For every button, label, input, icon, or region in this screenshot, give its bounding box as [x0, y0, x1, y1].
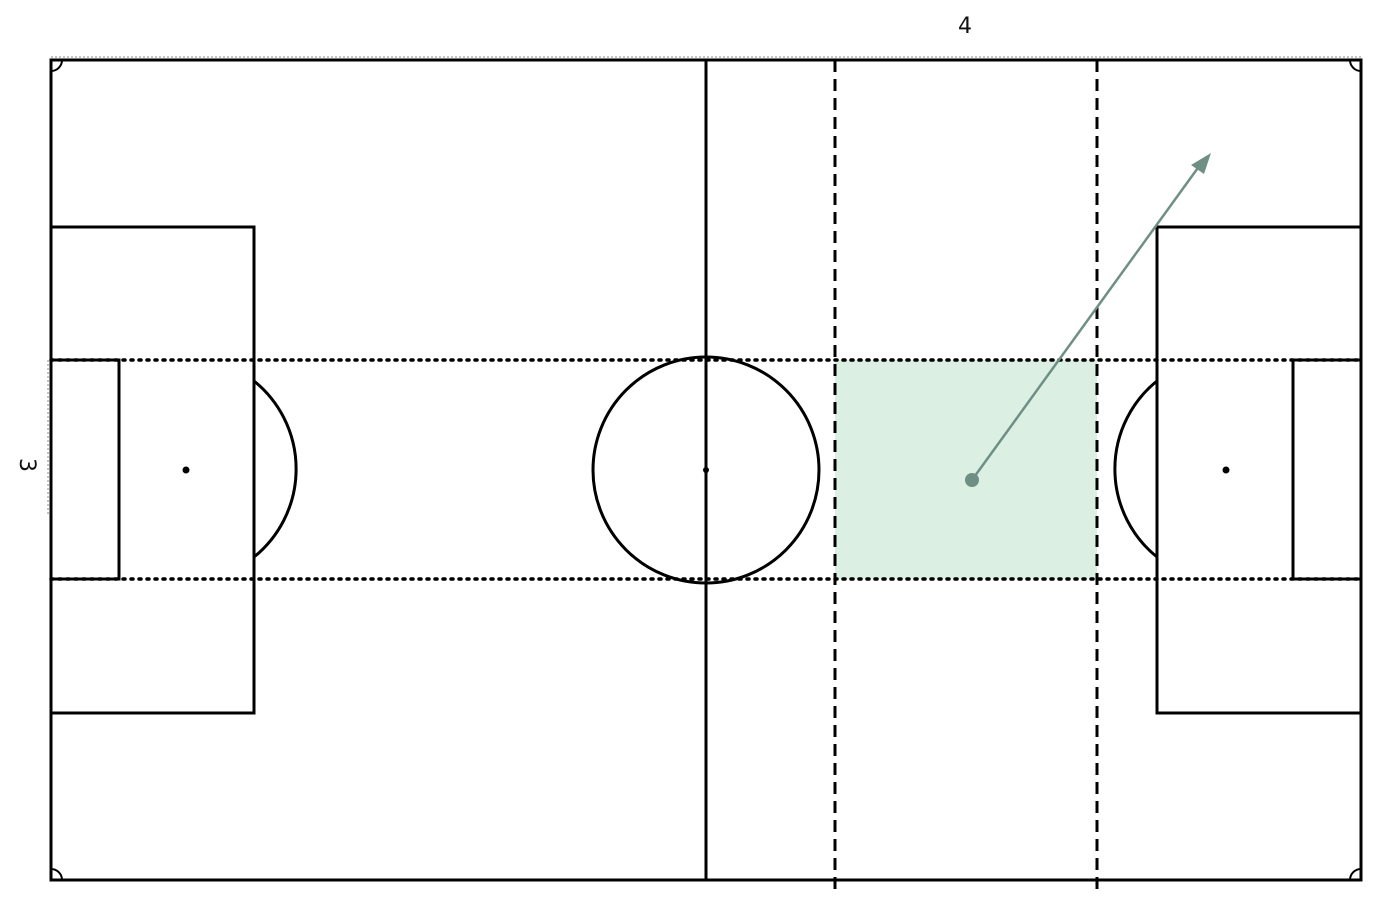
row-marker-label: 3	[14, 458, 39, 472]
centre-spot	[703, 467, 709, 473]
right-goal-area	[1291, 358, 1363, 581]
highlighted-zone	[835, 360, 1097, 579]
right-penalty-area	[1155, 225, 1363, 715]
right-penalty-spot	[1222, 466, 1230, 474]
column-marker-label: 4	[958, 14, 972, 39]
corner-arc-bottom-right	[1349, 868, 1362, 881]
right-penalty-arc	[1113, 379, 1158, 559]
centre-circle	[591, 355, 821, 585]
corner-arc-bottom-left	[50, 868, 63, 881]
left-penalty-area	[49, 225, 256, 715]
left-penalty-spot	[182, 466, 190, 474]
corner-arc-top-left	[50, 59, 63, 72]
corner-arc-top-right	[1349, 59, 1362, 72]
pass-line	[970, 164, 1202, 481]
pass-start-point	[965, 473, 979, 487]
pass-arrow	[965, 153, 1211, 487]
left-penalty-arc	[253, 379, 298, 559]
left-goal-area	[49, 358, 121, 581]
pass-arrowhead	[1191, 153, 1211, 174]
